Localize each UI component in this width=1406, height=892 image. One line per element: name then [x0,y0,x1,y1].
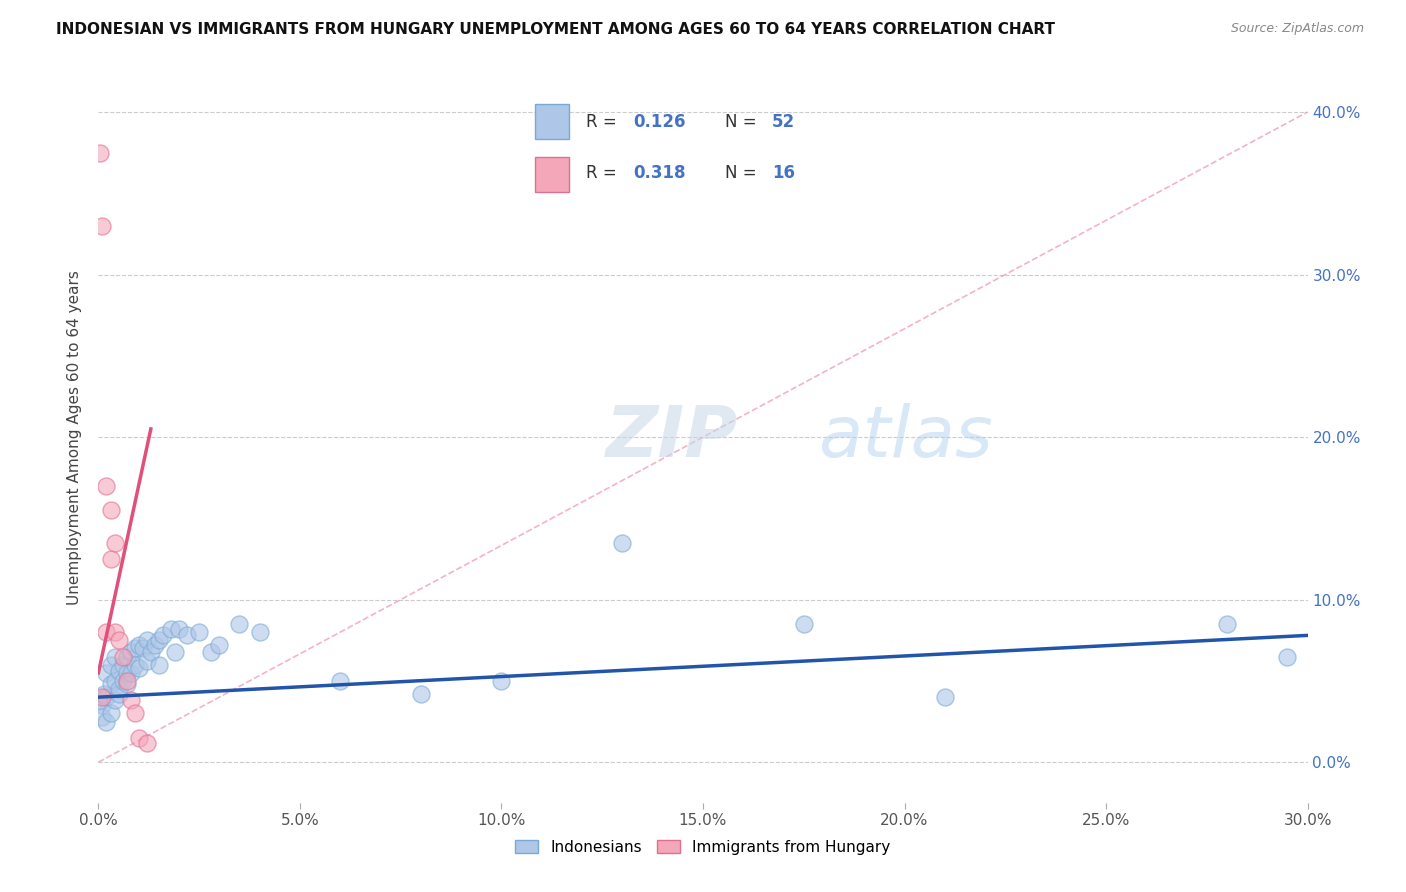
Point [96,479,118,493]
Point [91,219,114,233]
Y-axis label: Unemployment Among Ages 60 to 64 years: Unemployment Among Ages 60 to 64 years [67,269,83,605]
Point [934,690,956,705]
Point [120,645,142,659]
Point [103,673,125,688]
Point [1277,649,1299,664]
Point [228,617,250,632]
Point [100,657,122,672]
Point [409,687,432,701]
Point [120,693,142,707]
Point [115,665,138,680]
Point [188,625,211,640]
Point [143,638,166,652]
Text: ZIP: ZIP [606,402,738,472]
Point [124,657,146,672]
Point [163,645,186,659]
Text: INDONESIAN VS IMMIGRANTS FROM HUNGARY UNEMPLOYMENT AMONG AGES 60 TO 64 YEARS COR: INDONESIAN VS IMMIGRANTS FROM HUNGARY UN… [56,22,1056,37]
Point [120,665,142,680]
Point [93,687,115,701]
Point [107,633,129,648]
Point [103,625,125,640]
Point [128,661,150,675]
Point [96,625,118,640]
Point [96,665,118,680]
Point [612,535,634,549]
Point [111,657,134,672]
Point [107,687,129,701]
Point [100,503,122,517]
Point [107,681,129,696]
Point [111,673,134,688]
Point [176,628,198,642]
Point [152,628,174,642]
Point [249,625,271,640]
Point [135,736,157,750]
Point [96,714,118,729]
Point [329,673,352,688]
Point [139,645,162,659]
Point [100,706,122,721]
Point [128,638,150,652]
Point [124,706,146,721]
Point [115,649,138,664]
Legend: Indonesians, Immigrants from Hungary: Indonesians, Immigrants from Hungary [509,834,897,861]
Point [103,535,125,549]
Point [115,673,138,688]
Point [1216,617,1239,632]
Text: atlas: atlas [818,402,993,472]
Point [89,145,111,160]
Point [491,673,513,688]
Point [793,617,815,632]
Point [111,649,134,664]
Text: Source: ZipAtlas.com: Source: ZipAtlas.com [1230,22,1364,36]
Point [103,693,125,707]
Point [208,638,231,652]
Point [135,654,157,668]
Point [91,698,114,713]
Point [135,633,157,648]
Point [107,664,129,678]
Point [200,645,222,659]
Point [89,693,111,707]
Point [91,709,114,723]
Point [128,731,150,745]
Point [167,622,190,636]
Point [124,641,146,656]
Point [115,677,138,691]
Point [100,552,122,566]
Point [148,657,170,672]
Point [132,641,155,656]
Point [100,677,122,691]
Point [148,633,170,648]
Point [91,690,114,705]
Point [96,690,118,705]
Point [160,622,183,636]
Point [103,649,125,664]
